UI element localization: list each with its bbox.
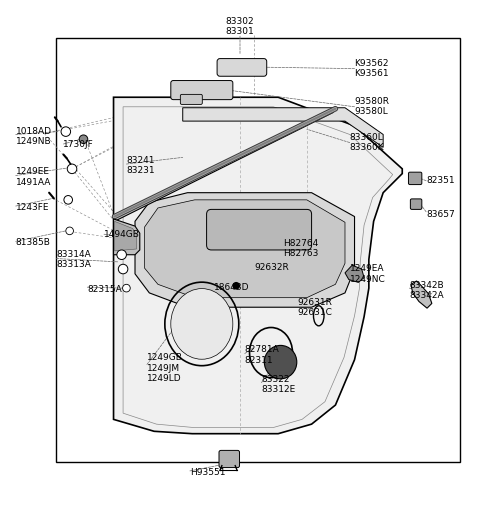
Circle shape bbox=[232, 282, 240, 290]
Text: 1494GB: 1494GB bbox=[104, 230, 140, 239]
Text: K93562
K93561: K93562 K93561 bbox=[355, 59, 389, 78]
Text: 83360L
83360K: 83360L 83360K bbox=[350, 133, 384, 152]
Bar bbox=[56, 37, 459, 462]
Circle shape bbox=[117, 250, 126, 260]
Text: 1730JF: 1730JF bbox=[63, 141, 94, 149]
Circle shape bbox=[118, 264, 128, 274]
FancyBboxPatch shape bbox=[408, 172, 422, 185]
Text: 92631R
92631C: 92631R 92631C bbox=[297, 298, 332, 318]
Text: 83342B
83342A: 83342B 83342A bbox=[409, 281, 444, 300]
Polygon shape bbox=[144, 200, 345, 298]
Polygon shape bbox=[183, 108, 383, 147]
Text: 1243FE: 1243FE bbox=[16, 203, 49, 212]
Circle shape bbox=[79, 135, 88, 144]
Text: 93580R
93580L: 93580R 93580L bbox=[355, 97, 390, 116]
Text: H93551: H93551 bbox=[190, 468, 226, 477]
FancyBboxPatch shape bbox=[219, 450, 240, 468]
Text: 92632R: 92632R bbox=[254, 263, 289, 271]
Text: 1249EA
1249NC: 1249EA 1249NC bbox=[350, 264, 385, 283]
Circle shape bbox=[67, 164, 77, 173]
Circle shape bbox=[61, 127, 71, 136]
Polygon shape bbox=[115, 107, 336, 221]
Polygon shape bbox=[115, 221, 136, 251]
Circle shape bbox=[64, 196, 72, 204]
Text: 83322
83312E: 83322 83312E bbox=[262, 375, 296, 394]
Text: 1249EE
1491AA: 1249EE 1491AA bbox=[16, 167, 51, 187]
Circle shape bbox=[66, 227, 73, 235]
Polygon shape bbox=[114, 219, 140, 255]
Text: 1249GB
1249JM
1249LD: 1249GB 1249JM 1249LD bbox=[147, 353, 183, 383]
FancyBboxPatch shape bbox=[171, 80, 233, 100]
Text: 82351: 82351 bbox=[426, 176, 455, 185]
Ellipse shape bbox=[264, 346, 297, 379]
Text: 83657: 83657 bbox=[426, 210, 455, 218]
Ellipse shape bbox=[171, 289, 233, 359]
Polygon shape bbox=[114, 97, 402, 434]
Text: H82764
H82763: H82764 H82763 bbox=[283, 239, 318, 258]
Text: 81385B: 81385B bbox=[16, 238, 50, 247]
Text: 82315A: 82315A bbox=[87, 284, 122, 294]
Text: 83302
83301: 83302 83301 bbox=[226, 17, 254, 36]
Text: 82781A
82311: 82781A 82311 bbox=[245, 345, 279, 365]
Text: 83241
83231: 83241 83231 bbox=[126, 156, 155, 175]
FancyBboxPatch shape bbox=[217, 59, 267, 76]
Text: 1018AD
1249NB: 1018AD 1249NB bbox=[16, 127, 52, 146]
Polygon shape bbox=[135, 193, 355, 307]
Polygon shape bbox=[411, 281, 432, 308]
Text: 18643D: 18643D bbox=[214, 283, 249, 292]
Circle shape bbox=[122, 284, 130, 292]
Text: 83314A
83313A: 83314A 83313A bbox=[56, 250, 91, 269]
FancyBboxPatch shape bbox=[410, 199, 422, 209]
FancyBboxPatch shape bbox=[180, 94, 202, 104]
FancyBboxPatch shape bbox=[206, 209, 312, 250]
Polygon shape bbox=[345, 265, 364, 282]
